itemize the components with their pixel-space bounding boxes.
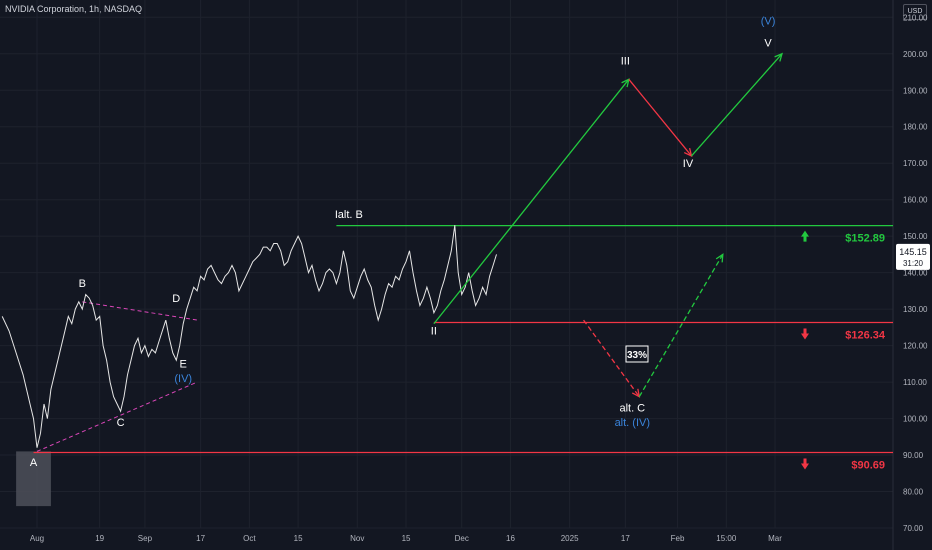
wave-arrow-icon [774,52,783,62]
y-tick-label: 170.00 [903,159,928,168]
alt-path-segment [638,254,724,398]
wave-label: I [335,209,338,221]
y-tick-label: 90.00 [903,451,924,460]
currency-button[interactable]: USD [903,4,927,20]
x-tick-label: 2025 [561,534,579,543]
y-tick-label: 140.00 [903,269,928,278]
alt-arrow-icon [715,253,724,263]
wave-label: (V) [761,16,776,28]
wave-label: IV [683,158,694,170]
wave-label: (IV) [174,373,192,385]
x-tick-label: Dec [455,534,469,543]
level-label: $152.89 [845,233,885,245]
wave-label: alt. B [338,209,363,221]
y-tick-label: 70.00 [903,524,924,533]
last-price-countdown: 31:20 [903,259,924,268]
x-tick-label: 15 [294,534,303,543]
x-tick-label: 15:00 [716,534,737,543]
level-arrow-icon [801,328,809,340]
y-tick-label: 180.00 [903,123,928,132]
level-label: $90.69 [851,460,885,472]
last-price-tag [896,243,930,270]
wave-label: II [431,326,437,338]
x-tick-label: Sep [138,534,153,543]
chart-header-title: NVIDIA Corporation, 1h, NASDAQ [5,4,143,14]
y-tick-label: 100.00 [903,415,928,424]
y-tick-label: 130.00 [903,305,928,314]
wave-label: V [764,37,772,49]
y-tick-label: 190.00 [903,86,928,95]
y-tick-label: 110.00 [903,378,927,387]
y-tick-label: 160.00 [903,196,928,205]
y-tick-label: 80.00 [903,488,924,497]
y-tick-label: 210.00 [903,13,928,22]
x-tick-label: 16 [506,534,515,543]
y-tick-label: 150.00 [903,232,928,241]
wave-label: III [621,56,630,68]
y-tick-label: 200.00 [903,50,928,59]
wave-label: B [79,278,86,290]
probability-label: 33% [627,350,647,361]
level-arrow-icon [801,230,809,242]
x-tick-label: 19 [95,534,104,543]
triangle-line [36,381,198,452]
wave-label: alt. (IV) [615,417,650,429]
wave-path-segment [433,78,630,325]
price-line [1,225,497,448]
wave-label: D [172,293,180,305]
level-arrow-icon [801,458,809,470]
wave-label: A [30,457,38,469]
triangle-line [82,301,198,321]
x-tick-label: 17 [621,534,630,543]
y-tick-label: 120.00 [903,342,928,351]
x-tick-label: Feb [671,534,685,543]
wave-label: E [180,358,187,370]
wave-label: C [117,417,125,429]
wave-path-segment [690,53,783,157]
wave-path-segment [628,78,692,157]
x-tick-label: Oct [243,534,256,543]
x-tick-label: 15 [402,534,411,543]
last-price-value: 145.15 [899,247,927,257]
x-tick-label: Nov [350,534,364,543]
x-tick-label: Aug [30,534,44,543]
level-label: $126.34 [845,329,886,341]
probability-box [625,345,649,363]
x-tick-label: Mar [768,534,782,543]
wave-label: alt. C [619,402,645,414]
highlight-box [16,451,51,507]
x-tick-label: 17 [196,534,205,543]
